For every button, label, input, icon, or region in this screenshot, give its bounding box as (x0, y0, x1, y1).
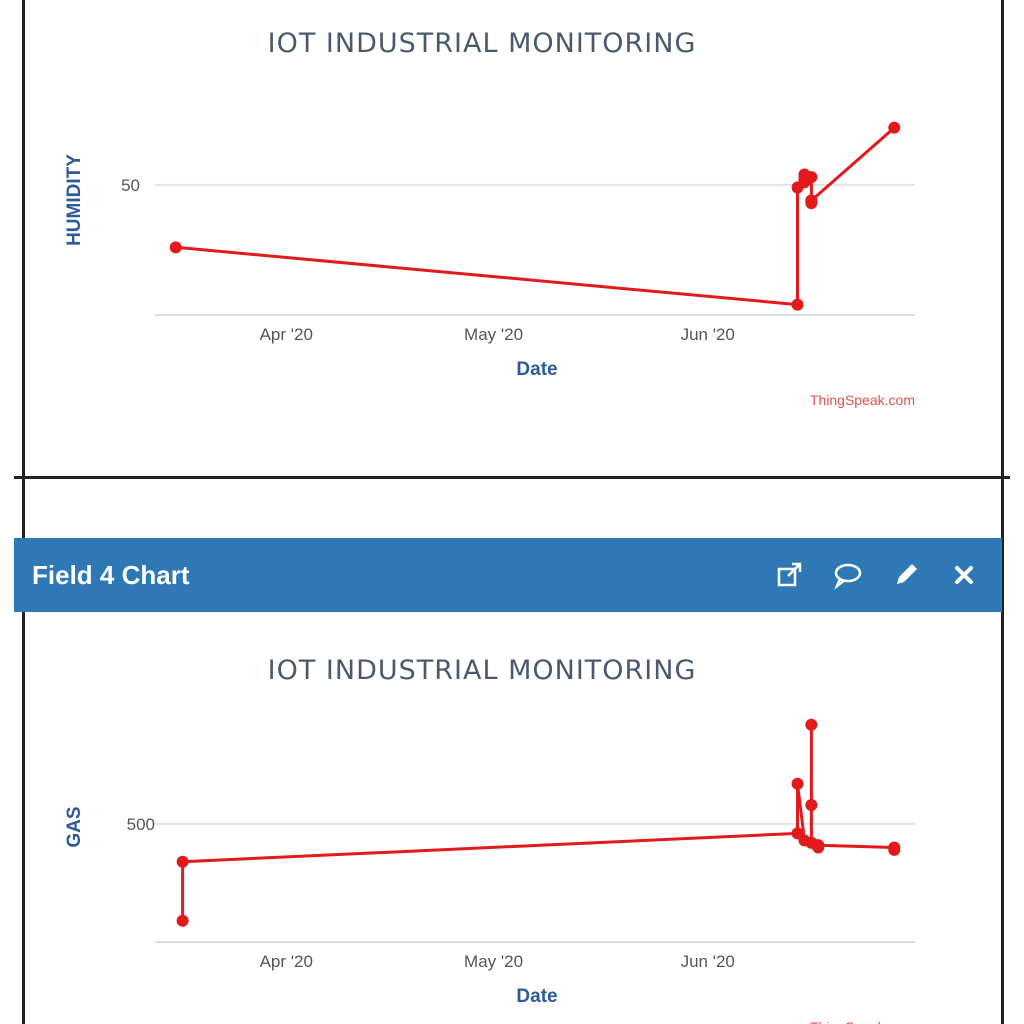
data-point (805, 718, 818, 731)
humidity-chart: IOT INDUSTRIAL MONITORING 50 Apr '20 May '2… (64, 28, 915, 408)
data-point (176, 855, 189, 868)
y-axis-title: GAS (64, 806, 85, 847)
close-icon[interactable] (944, 555, 984, 595)
series-line (175, 126, 896, 307)
data-point (805, 171, 818, 184)
x-axis-title: Date (516, 986, 557, 1007)
x-tick-label: Apr '20 (260, 325, 313, 344)
data-point (805, 194, 818, 207)
x-tick-label: May '20 (464, 952, 523, 971)
data-point (791, 298, 804, 311)
field-4-chart-header: Field 4 Chart (14, 538, 1002, 612)
field-4-chart-title: Field 4 Chart (32, 559, 190, 590)
x-axis-title: Date (516, 359, 557, 380)
y-axis-title: HUMIDITY (64, 154, 85, 246)
chart-title: IOT INDUSTRIAL MONITORING (268, 655, 697, 686)
chart-credit: ThingSpeak.com (810, 392, 915, 408)
x-tick-label: Jun '20 (681, 325, 735, 344)
x-tick-label: Jun '20 (681, 952, 735, 971)
y-tick-label: 50 (121, 176, 140, 195)
pencil-icon[interactable] (886, 555, 926, 595)
gas-chart: IOT INDUSTRIAL MONITORING 500 Apr '20 May '… (64, 655, 915, 1024)
data-point (169, 241, 182, 254)
x-tick-label: Apr '20 (260, 952, 313, 971)
data-point (888, 843, 901, 856)
data-point (888, 121, 901, 134)
data-point (805, 799, 818, 812)
y-tick-label: 500 (127, 815, 155, 834)
chart-credit: ThingSpeak.com (810, 1019, 915, 1024)
humidity-chart-panel (22, 0, 1004, 479)
external-link-icon[interactable] (770, 555, 810, 595)
data-point (176, 914, 189, 927)
data-point (812, 839, 825, 852)
data-point (791, 777, 804, 790)
chart-title: IOT INDUSTRIAL MONITORING (268, 28, 697, 59)
series-line (181, 723, 896, 921)
panel-divider (14, 476, 1010, 479)
comment-icon[interactable] (828, 555, 868, 595)
x-tick-label: May '20 (464, 325, 523, 344)
